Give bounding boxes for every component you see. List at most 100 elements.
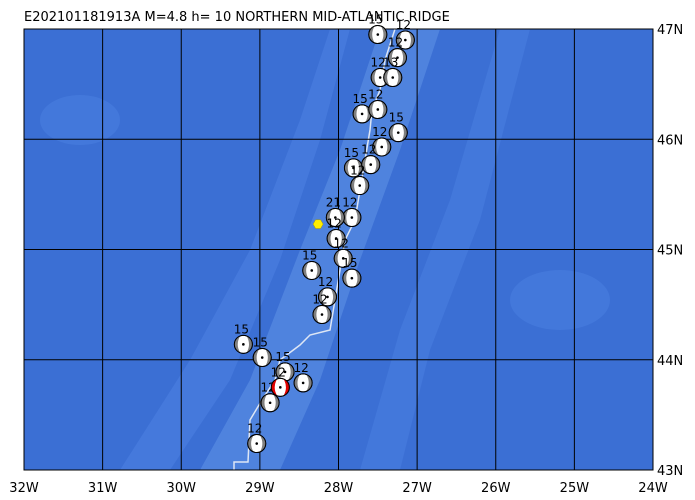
lat-tick-label: 44N [657,354,683,369]
lon-tick-label: 29W [245,481,275,496]
depth-label: 12 [318,275,333,289]
focal-mechanism [247,434,267,454]
focal-mechanism [260,393,280,413]
center-dot [334,237,338,240]
center-dot [376,33,380,36]
lon-tick-label: 31W [88,481,118,496]
depth-label: 15 [253,336,268,350]
lon-tick-label: 26W [481,481,511,496]
focal-mechanism [333,248,353,268]
depth-label: 12 [368,87,383,101]
lat-tick-label: 46N [657,133,683,148]
depth-label: 15 [344,146,359,160]
beachball-outline [395,30,415,50]
depth-label: 12 [247,422,262,436]
beachball-outline [270,377,290,397]
beachball-outline [387,48,407,68]
center-dot [352,166,355,170]
depth-label: 15 [389,111,404,125]
depth-label: 12 [372,125,387,139]
beachball-outline [361,155,381,175]
beachball-outline [388,123,408,143]
beachball-outline [317,287,337,307]
depth-label: 13 [383,56,398,70]
beachball-outline [260,393,280,413]
focal-mechanism [270,377,290,397]
center-dot [320,313,324,316]
center-dot [376,108,380,111]
beachball-outline [342,268,362,288]
focal-mechanism [383,68,403,88]
depth-label: 12 [312,293,327,307]
focal-mechanism [302,260,322,280]
depth-label: 12 [334,236,349,250]
beachball-outline [350,176,370,196]
depth-label: 12 [371,56,386,70]
lon-tick-label: 32W [9,481,39,496]
lon-tick-label: 30W [167,481,197,496]
focal-mechanism [361,155,381,175]
depth-label: 15 [368,13,383,27]
focal-mechanism [317,287,337,307]
center-dot [326,295,329,299]
depth-label: 15 [342,256,357,270]
beachball-outline [383,68,403,88]
depth-label: 12 [388,36,403,50]
depth-label: 12 [271,365,286,379]
focal-mechanism [352,104,372,124]
lon-tick-label: 25W [560,481,590,496]
focal-mechanism [342,208,362,228]
focal-mechanism [312,305,332,325]
lon-tick-label: 27W [402,481,432,496]
center-dot [380,145,384,149]
center-dot [396,131,400,134]
focal-mechanism [293,373,313,393]
depth-label: 15 [234,322,249,336]
lon-tick-label: 28W [324,481,354,496]
center-dot [341,257,345,260]
epicenter-marker [312,219,324,229]
depth-label: 12 [361,143,376,157]
beachball-outline [368,25,388,45]
center-dot [310,269,314,272]
center-dot [378,76,382,79]
beachball-outline [293,373,313,393]
center-dot [350,276,354,280]
beachball-outline [333,248,353,268]
focal-mechanism [368,25,388,45]
depth-label: 15 [302,248,317,262]
center-dot [369,163,373,166]
depth-label: 21 [326,196,341,210]
focal-mechanism [372,137,392,157]
beachball-outline [368,99,388,119]
lat-tick-label: 43N [657,464,683,479]
focal-mechanism [233,334,253,354]
center-dot [279,386,282,389]
beachball-outline [233,334,253,354]
beachball-outline [302,260,322,280]
frame [23,28,654,471]
beachball-outline [326,228,346,248]
center-dot [260,356,264,359]
depth-label: 12 [327,216,342,230]
map-title: E202101181913A M=4.8 h= 10 NORTHERN MID-… [24,10,450,25]
focal-mechanism [350,176,370,196]
lat-tick-label: 47N [657,23,683,38]
center-dot [255,442,259,445]
center-dot [396,56,399,59]
depth-label: 12 [342,196,357,210]
lat-tick-label: 45N [657,244,683,259]
focal-mechanism [388,123,408,143]
focal-mechanism [342,268,362,288]
focal-mechanism [252,348,272,368]
focal-mechanism [325,208,345,228]
beachball-outline [247,434,267,454]
center-dot [268,401,272,405]
center-dot [404,38,407,42]
center-dot [391,76,395,79]
depth-label: 15 [275,350,290,364]
beachball-outline [325,208,345,228]
center-dot [350,216,354,219]
center-dot [301,381,305,385]
